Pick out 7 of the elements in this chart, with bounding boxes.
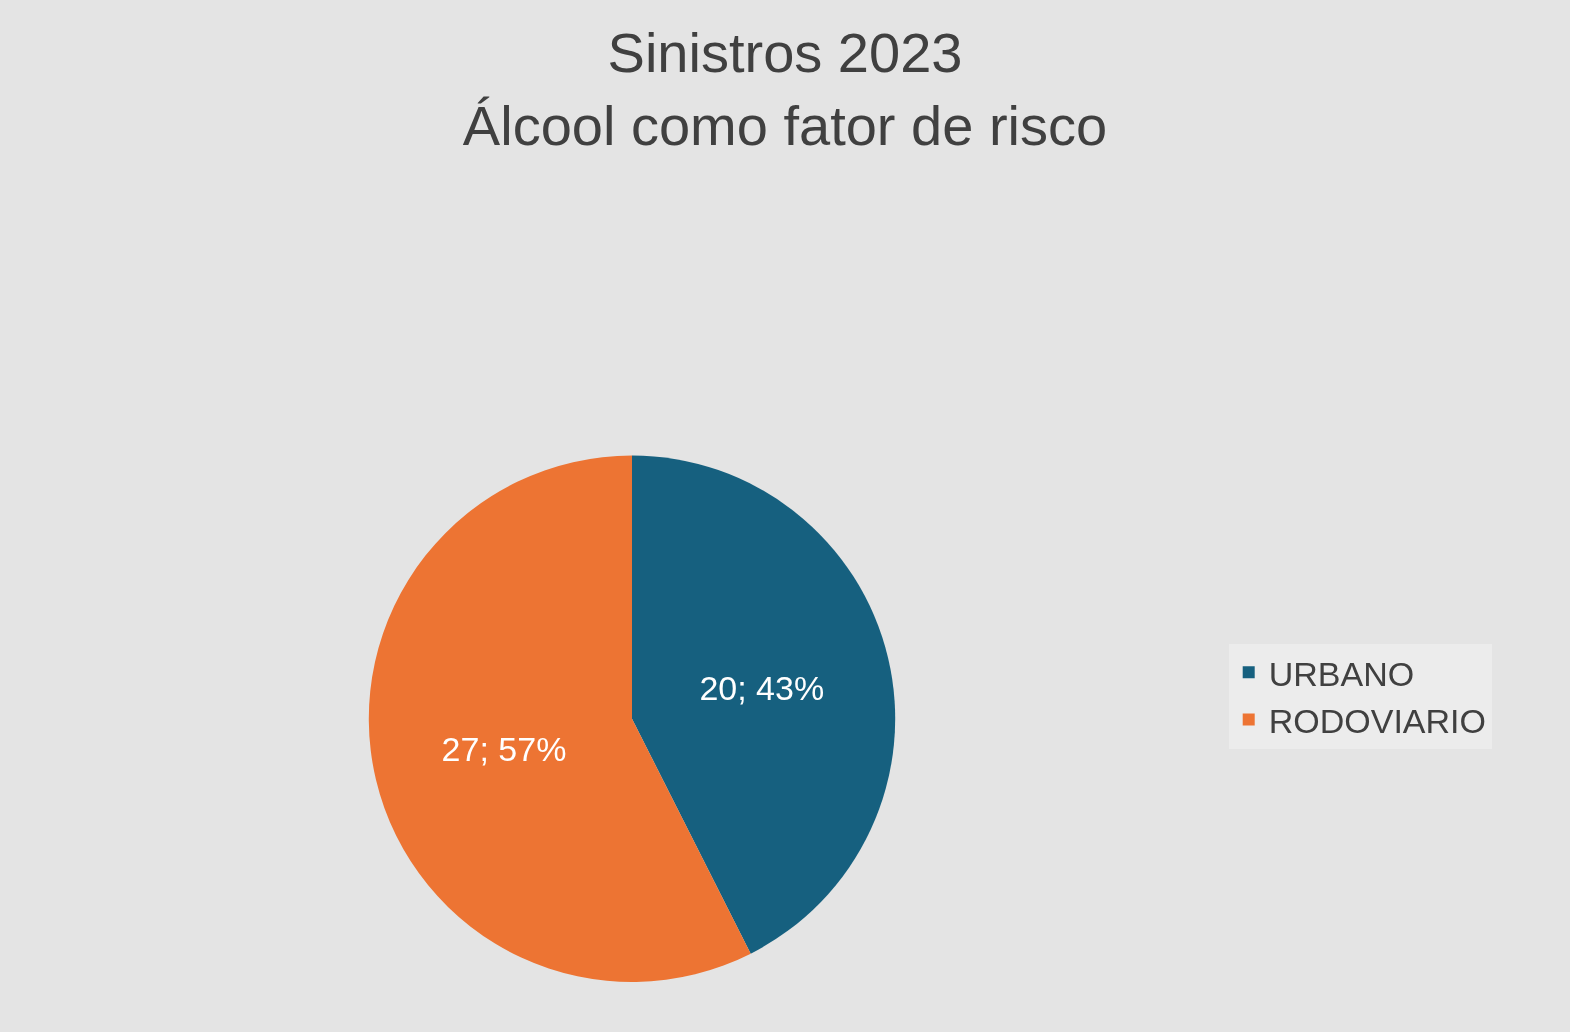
pie-slice bbox=[368, 455, 751, 982]
chart-title: Sinistros 2023 Álcool como fator de risco bbox=[462, 21, 1108, 158]
pie-slice bbox=[632, 455, 895, 954]
data-label: 20; 43% bbox=[699, 668, 825, 707]
legend-label: URBANO bbox=[1268, 654, 1415, 693]
legend-label: RODOVIARIO bbox=[1268, 701, 1486, 740]
data-label: 27; 57% bbox=[441, 730, 567, 769]
